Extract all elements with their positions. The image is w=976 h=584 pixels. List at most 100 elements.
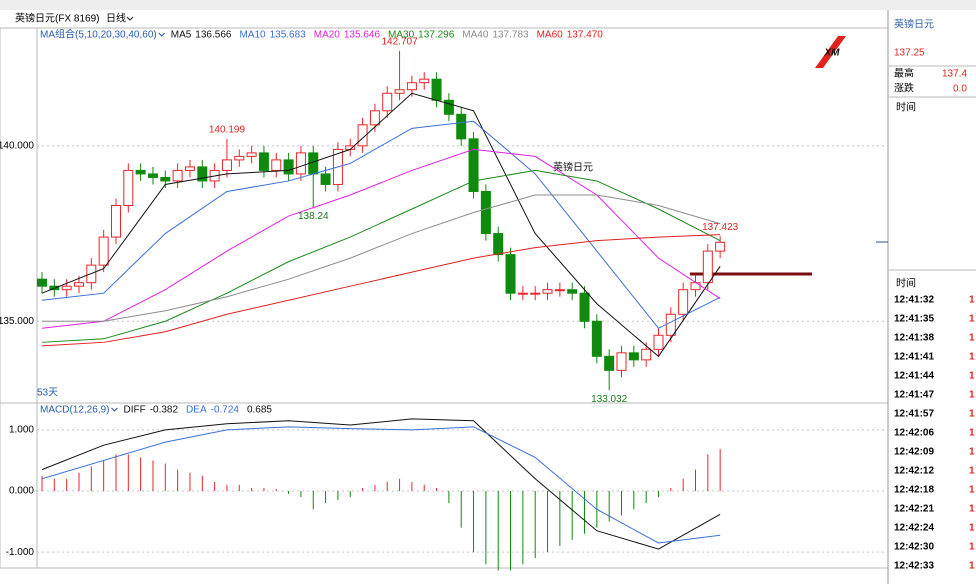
logo-stripe	[815, 36, 846, 68]
legend-name: MA40	[462, 30, 489, 41]
candle-body	[443, 99, 454, 115]
value: 137.4	[942, 69, 967, 80]
trade-time: 12:42:18	[894, 485, 934, 496]
candle-body	[715, 241, 726, 252]
trade-time: 12:42:21	[894, 504, 934, 515]
candle-body	[431, 78, 442, 101]
y-tick-label: 140.000	[0, 141, 34, 152]
legend-value: 0.685	[247, 405, 272, 416]
legend-name: MA30	[388, 30, 415, 41]
y-tick-label: 135.000	[0, 316, 34, 327]
legend-title: MA组合(5,10,20,30,40,60)	[40, 28, 157, 41]
legend-title: MACD(12,26,9)	[40, 405, 109, 416]
symbol[interactable]: 英镑日元(FX 8169)	[15, 12, 99, 25]
trade-time: 12:41:32	[894, 295, 934, 306]
trade-time: 12:42:24	[894, 523, 934, 534]
indicator-line	[42, 194, 721, 322]
candle-body	[382, 92, 393, 112]
candle-body	[73, 282, 84, 287]
candle-body	[160, 176, 171, 182]
candle-body	[616, 352, 627, 371]
y-tick-label: -1.000	[6, 547, 35, 558]
indicator-line	[41, 92, 721, 358]
legend-name: MA20	[314, 30, 341, 41]
candle-body	[98, 236, 109, 266]
legend-value: 137.783	[492, 30, 529, 41]
trade-price: 1	[969, 561, 975, 572]
logo: XM	[824, 48, 841, 59]
trade-price: 1	[969, 390, 975, 401]
trade-price: 1	[969, 542, 975, 553]
candle-body	[641, 348, 652, 361]
trade-price: 1	[969, 295, 975, 306]
trade-price: 1	[969, 466, 975, 477]
trade-time: 12:42:33	[894, 561, 934, 572]
trade-time: 12:42:12	[894, 466, 934, 477]
candle-body	[172, 169, 183, 182]
period[interactable]: 日线	[106, 12, 126, 25]
candle-body	[406, 82, 417, 91]
legend-name: MA60	[537, 30, 564, 41]
legend-value: 136.566	[195, 30, 232, 41]
trade-price: 1	[969, 504, 975, 515]
candle-body	[456, 113, 467, 140]
legend-value: -0.382	[150, 405, 179, 416]
quote-name: 英镑日元	[894, 18, 934, 31]
candle-body	[394, 89, 405, 94]
y-tick-label: 1.000	[9, 425, 34, 436]
candle-body	[147, 173, 158, 178]
trade-price: 1	[969, 371, 975, 382]
trade-time: 12:41:35	[894, 314, 934, 325]
span-label: 53天	[37, 388, 58, 399]
trade-time: 12:41:41	[894, 352, 934, 363]
legend-value: 135.683	[270, 30, 307, 41]
trade-time: 12:42:09	[894, 447, 934, 458]
candle-body	[591, 320, 602, 357]
extreme-label: 138.24	[298, 211, 329, 222]
candle-body	[702, 250, 713, 284]
extreme-label: 140.199	[209, 125, 246, 136]
candle-body	[530, 292, 541, 295]
candle-body	[468, 138, 479, 192]
extreme-label: 142.707	[381, 37, 418, 48]
candle-body	[690, 282, 701, 291]
candle-body	[493, 233, 504, 256]
legend-value: 135.646	[344, 30, 381, 41]
trade-price: 1	[969, 485, 975, 496]
candle-body	[61, 285, 72, 291]
quote-price: 137.25	[894, 48, 925, 59]
trade-time: 12:42:30	[894, 542, 934, 553]
candle-body	[123, 169, 134, 207]
value: 0.0	[953, 84, 967, 95]
legend-name: DIFF	[123, 405, 145, 416]
indicator-line	[41, 418, 721, 550]
trade-price: 1	[969, 352, 975, 363]
trades-header: 时间	[896, 277, 916, 290]
trade-time: 12:41:44	[894, 371, 934, 382]
candle-body	[653, 334, 664, 350]
candle-body	[628, 352, 639, 361]
candle-body	[258, 152, 269, 171]
trade-price: 1	[969, 428, 975, 439]
candle-body	[197, 166, 208, 182]
candle-body	[184, 166, 195, 171]
label: 涨跌	[894, 82, 914, 95]
indicator-line	[41, 120, 721, 329]
trade-time: 12:42:06	[894, 428, 934, 439]
trade-time: 12:41:47	[894, 390, 934, 401]
candle-body	[37, 278, 47, 287]
candle-body	[295, 152, 306, 175]
candle-body	[271, 159, 282, 171]
chevron	[111, 407, 118, 412]
extreme-label: 137.423	[702, 222, 739, 233]
candle-body	[480, 190, 491, 235]
candle-body	[369, 110, 380, 126]
toolbar	[0, 0, 976, 10]
indicator-line	[41, 148, 721, 329]
legend-name: DEA	[186, 405, 207, 416]
candle-body	[579, 292, 590, 322]
indicator-line	[41, 426, 721, 544]
candle-body	[283, 159, 294, 175]
candle-body	[357, 124, 368, 147]
